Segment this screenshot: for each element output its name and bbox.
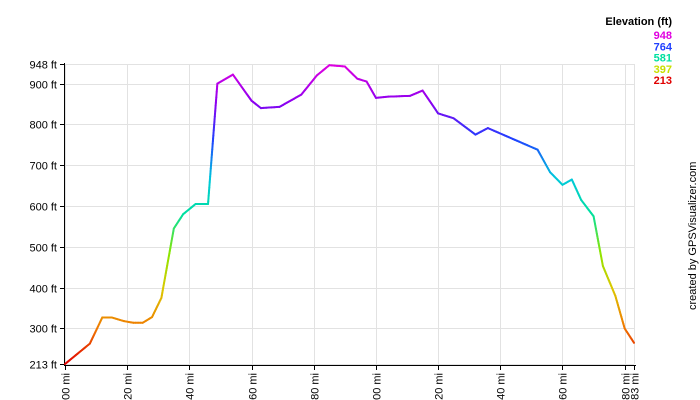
elevation-profile-line xyxy=(64,64,635,365)
legend-value: 213 xyxy=(654,75,672,87)
x-tick-label: 1.20 mi xyxy=(434,373,446,400)
elevation-point xyxy=(101,316,104,319)
elevation-point xyxy=(64,363,66,365)
elevation-point xyxy=(132,321,135,324)
y-tick-label: 400 ft xyxy=(29,284,57,296)
elevation-point xyxy=(421,89,424,92)
elevation-point xyxy=(194,203,197,205)
elevation-point xyxy=(437,112,439,115)
y-tick-label: 800 ft xyxy=(29,120,57,132)
elevation-point xyxy=(207,203,209,205)
x-tick-label: 1.00 mi xyxy=(372,373,384,400)
x-tick-label: 1.80 mi xyxy=(621,373,633,400)
y-tick-label: 600 ft xyxy=(29,202,57,214)
elevation-point xyxy=(89,342,91,345)
x-tick-label: 0.80 mi xyxy=(310,373,322,400)
elevation-point xyxy=(344,65,346,68)
y-tick-label: 300 ft xyxy=(29,324,57,336)
elevation-point xyxy=(375,97,377,99)
x-tick-label: 0.20 mi xyxy=(123,373,135,400)
elevation-point xyxy=(623,327,626,330)
grid-lines xyxy=(65,64,635,365)
x-tick-label: 0.40 mi xyxy=(185,373,197,400)
elevation-point xyxy=(536,148,539,151)
elevation-point xyxy=(549,171,551,173)
legend-value: 581 xyxy=(654,53,672,65)
elevation-point xyxy=(452,117,455,120)
elevation-point xyxy=(571,178,573,181)
elevation-point xyxy=(300,93,303,96)
elevation-point xyxy=(387,95,390,98)
elevation-point xyxy=(232,73,234,76)
credit-text: created by GPSVisualizer.com xyxy=(687,162,699,310)
x-tick-label: 0.00 mi xyxy=(61,373,73,400)
legend-value: 948 xyxy=(654,30,672,42)
elevation-point xyxy=(182,213,184,216)
elevation-point xyxy=(316,74,318,77)
elevation-point xyxy=(141,321,144,324)
elevation-point xyxy=(592,215,595,218)
y-tick-label: 500 ft xyxy=(29,243,57,255)
x-tick-label: 1.83 mi xyxy=(630,373,642,400)
y-tick-label: 900 ft xyxy=(29,80,57,92)
elevation-point xyxy=(173,227,175,230)
elevation-point xyxy=(160,297,163,299)
legend-title: Elevation (ft) xyxy=(605,16,672,28)
elevation-point xyxy=(474,133,477,136)
elevation-point xyxy=(123,320,125,322)
elevation-point xyxy=(328,64,331,67)
elevation-point xyxy=(561,184,564,186)
elevation-point xyxy=(356,77,359,80)
elevation-point xyxy=(260,107,262,109)
elevation-point xyxy=(487,127,489,129)
elevation-point xyxy=(580,199,582,201)
elevation-point xyxy=(216,82,219,85)
axes xyxy=(64,63,636,366)
x-tick-label: 0.60 mi xyxy=(248,373,260,400)
legend-value: 397 xyxy=(654,64,672,76)
elevation-point xyxy=(409,95,411,97)
y-tick-label: 700 ft xyxy=(29,161,57,173)
elevation-point xyxy=(278,106,281,108)
x-tick-labels: 0.00 mi 0.20 mi 0.40 mi 0.60 mi 0.80 mi 1.00 … xyxy=(61,365,642,400)
legend-value: 764 xyxy=(654,41,673,53)
elevation-point xyxy=(614,295,617,297)
elevation-point xyxy=(365,80,368,83)
elevation-point xyxy=(633,341,635,344)
elevation-point xyxy=(602,265,604,267)
elevation-point xyxy=(110,316,113,319)
y-tick-labels: 213 ft 300 ft 400 ft 500 ft 600 ft 700 ft 800 … xyxy=(29,60,65,372)
x-tick-label: 1.40 mi xyxy=(496,373,508,400)
y-tick-label: 948 ft xyxy=(29,60,57,72)
elevation-point xyxy=(151,316,153,318)
x-tick-label: 1.60 mi xyxy=(558,373,570,400)
y-tick-label: 213 ft xyxy=(29,360,57,372)
elevation-point xyxy=(250,99,253,102)
